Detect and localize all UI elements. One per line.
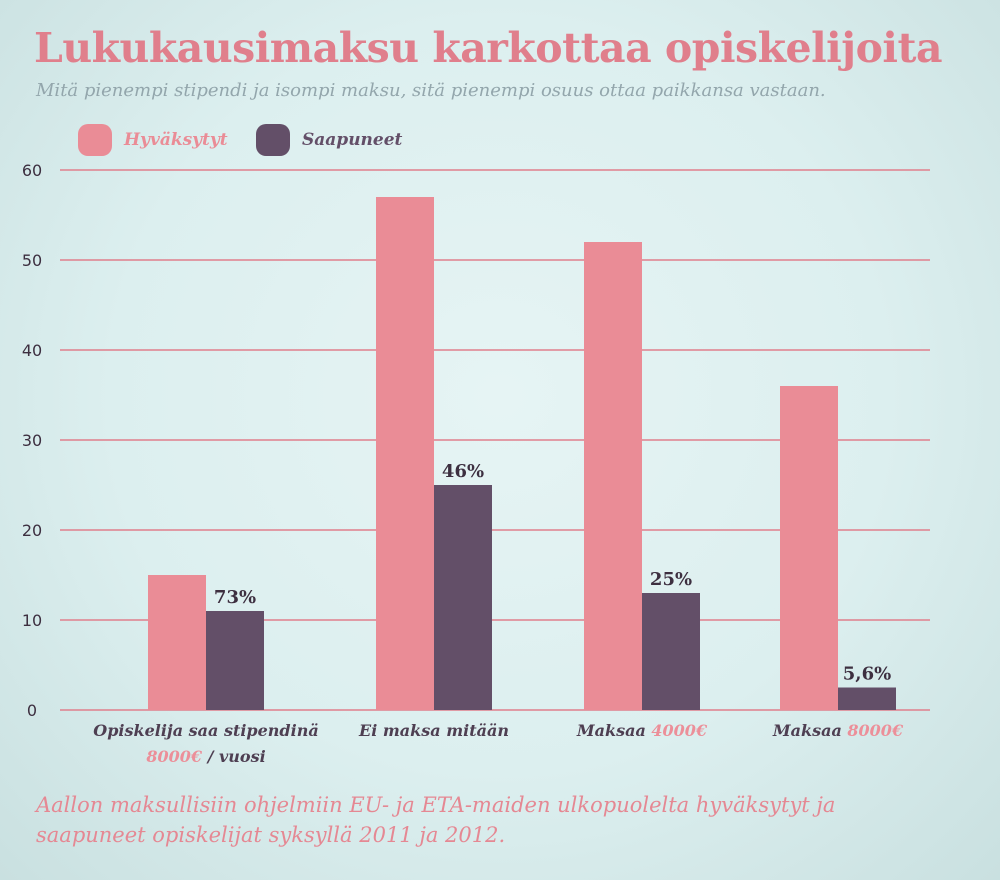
legend-swatch-hyvaksytyt (78, 124, 112, 156)
legend-label-hyvaksytyt: Hyväksytyt (124, 130, 228, 150)
bar-hyvaksytyt (148, 575, 206, 710)
category-label: 8000€ / vuosi (145, 747, 265, 766)
bar-hyvaksytyt (584, 242, 642, 710)
y-tick-label: 60 (22, 161, 42, 180)
y-tick-label: 30 (22, 431, 42, 450)
y-tick-label: 40 (22, 341, 42, 360)
bar-saapuneet (206, 611, 264, 710)
data-label: 25% (650, 569, 692, 590)
legend-item-hyvaksytyt: Hyväksytyt (78, 124, 228, 156)
category-label: Maksaa 8000€ (772, 721, 904, 740)
data-label: 73% (214, 587, 256, 608)
bar-saapuneet (838, 687, 896, 710)
footer-note: Aallon maksullisiin ohjelmiin EU- ja ETA… (36, 793, 836, 847)
y-tick-label: 50 (22, 251, 42, 270)
chart-subtitle: Mitä pienempi stipendi ja isompi maksu, … (36, 80, 826, 101)
bar-hyvaksytyt (376, 197, 434, 710)
bar-hyvaksytyt (780, 386, 838, 710)
y-tick-label: 20 (22, 521, 42, 540)
bar-saapuneet (434, 485, 492, 710)
legend-label-saapuneet: Saapuneet (302, 130, 403, 150)
y-tick-label: 0 (27, 701, 37, 720)
legend-swatch-saapuneet (256, 124, 290, 156)
category-label: Opiskelija saa stipendinä (93, 721, 318, 740)
data-label: 46% (442, 461, 484, 482)
chart-title: Lukukausimaksu karkottaa opiskelijoita (34, 24, 943, 72)
legend-item-saapuneet: Saapuneet (256, 124, 402, 156)
y-tick-label: 10 (22, 611, 42, 630)
data-label: 5,6% (843, 664, 891, 685)
category-label: Ei maksa mitään (358, 721, 509, 740)
category-label: Maksaa 4000€ (576, 721, 708, 740)
bar-saapuneet (642, 593, 700, 710)
